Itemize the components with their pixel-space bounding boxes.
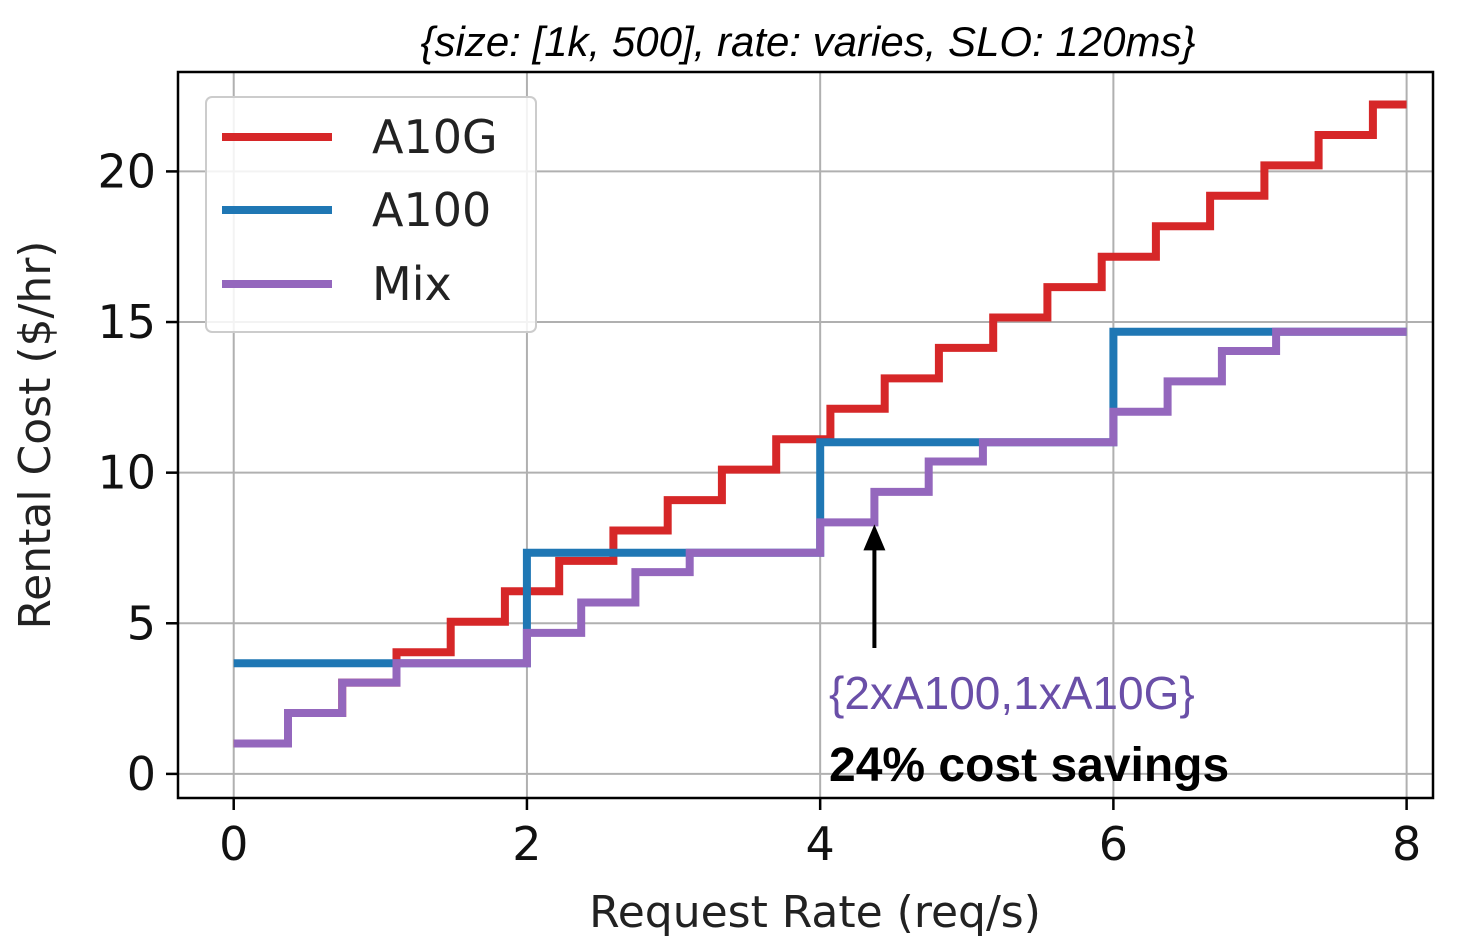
y-tick-label: 20 (97, 144, 156, 198)
annotation: {2xA100,1xA10G} 24% cost savings (829, 524, 1229, 792)
annotation-savings-label: 24% cost savings (829, 739, 1229, 792)
chart-title: {size: [1k, 500], rate: varies, SLO: 120… (420, 18, 1195, 65)
y-axis-label: Rental Cost ($/hr) (10, 241, 61, 630)
y-tick-label: 10 (97, 446, 156, 500)
y-tick-label: 0 (127, 747, 156, 801)
legend-label-mix: Mix (372, 257, 452, 311)
x-tick-label: 4 (806, 817, 835, 871)
annotation-config-label: {2xA100,1xA10G} (829, 667, 1195, 719)
y-tick-label: 15 (97, 295, 156, 349)
x-tick-label: 2 (512, 817, 541, 871)
x-tick-label: 8 (1392, 817, 1421, 871)
x-axis-label: Request Rate (req/s) (589, 887, 1041, 938)
legend: A10G A100 Mix (206, 97, 536, 332)
legend-label-a100: A100 (372, 183, 491, 237)
x-tick-label: 0 (219, 817, 248, 871)
legend-label-a10g: A10G (372, 110, 498, 164)
x-tick-label: 6 (1099, 817, 1128, 871)
y-tick-label: 5 (127, 596, 156, 650)
annotation-arrowhead (863, 524, 885, 550)
